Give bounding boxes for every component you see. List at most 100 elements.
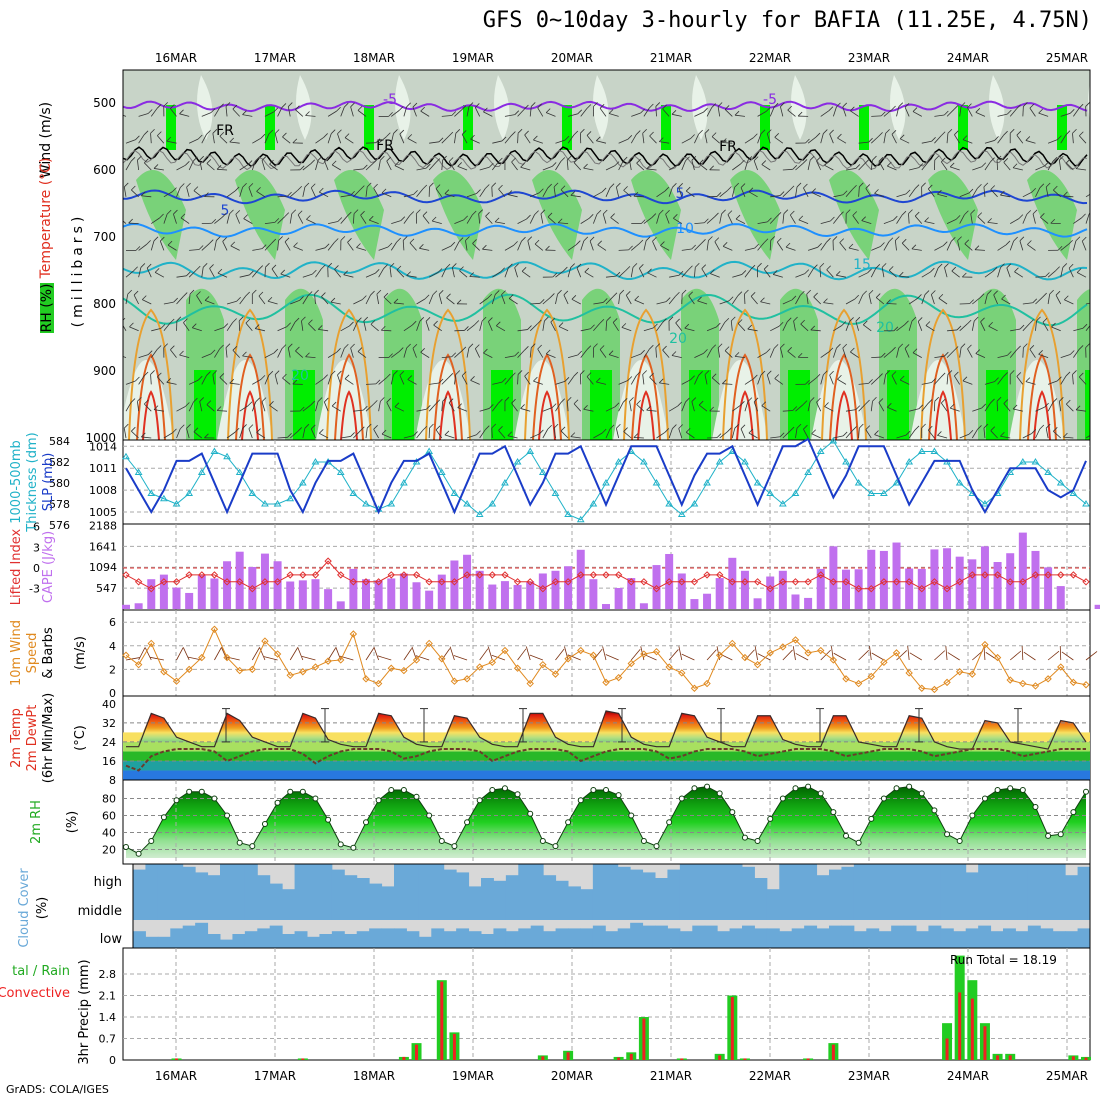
rh-marker [704, 783, 711, 790]
cloud-bar-middle [182, 892, 196, 920]
wind-barb-flag [1050, 218, 1056, 224]
wind-barb-flag [865, 158, 870, 164]
wind-barb-flag [586, 131, 592, 136]
wind-barb [441, 401, 444, 412]
li-marker [741, 578, 749, 586]
cloud-bar-middle [555, 892, 569, 920]
li-marker [349, 578, 358, 586]
wind-barb [795, 404, 804, 412]
precip-total-label: tal / Rain [12, 964, 70, 979]
cloud-bar-low [605, 931, 619, 948]
rh-saturated-column [689, 370, 711, 440]
cloud-bar-high [269, 883, 283, 892]
cape-bar [652, 565, 661, 609]
cloud-bar-high [294, 864, 308, 892]
wind-barb [813, 296, 822, 305]
wind-barb-flag [658, 378, 664, 384]
wind-barb [277, 240, 280, 251]
wind-barb-flag [772, 270, 778, 275]
wind-barb [302, 295, 309, 305]
wind-barb [571, 298, 581, 305]
wind-barb [483, 111, 493, 117]
wind-barb-flag [416, 209, 421, 214]
wind-barb [269, 404, 278, 412]
wind-barb-flag [476, 430, 481, 436]
wind-barb [870, 377, 879, 385]
wind-barb [131, 430, 139, 439]
wind-barb [214, 240, 217, 251]
wind-barb-flag [872, 396, 877, 402]
wind-barb [787, 350, 796, 358]
wind-barb [163, 322, 171, 332]
wind-barb-flag [157, 131, 162, 136]
wind-barb [1016, 376, 1024, 385]
rh-marker [918, 790, 925, 797]
wind-barb [769, 107, 775, 117]
wind-barb [264, 242, 273, 251]
wind-barb-flag [905, 189, 911, 195]
wind-barb-flag [470, 376, 475, 381]
wind-barb [836, 274, 847, 278]
top-date-label: 22MAR [749, 51, 791, 65]
wind-barb [631, 243, 640, 251]
wind-barb [560, 430, 569, 439]
chart-title: GFS 0~10day 3-hourly for BAFIA (11.25E, … [482, 8, 1092, 33]
wind-barb-flag [850, 106, 855, 112]
wind-barb [517, 241, 522, 251]
wind-barb-flag [1025, 136, 1031, 141]
wind-barb [769, 216, 778, 224]
wind-barb [852, 215, 859, 224]
wind-barb [274, 133, 278, 144]
precip-conv-bar [629, 1053, 633, 1060]
cape-bar [804, 597, 813, 609]
wind-barb-flag [608, 350, 614, 355]
isotherm-35 [439, 390, 457, 440]
rh-marker [325, 816, 332, 823]
wind-barb-flag [753, 133, 758, 139]
wind-barb [451, 267, 455, 278]
wind-barb [378, 268, 384, 278]
wind-barb [1085, 213, 1090, 224]
wind-barb [605, 275, 616, 278]
wind-barb-flag [1007, 109, 1012, 115]
wind-barb [1072, 374, 1074, 385]
wind-barb [785, 246, 796, 251]
cape-bar [412, 582, 421, 609]
wind-barb [386, 160, 392, 171]
wind-barb-flag [826, 265, 831, 271]
li-marker [147, 584, 155, 593]
wind-barb-flag [409, 211, 415, 216]
wind-barb-flag [551, 403, 557, 408]
cloud-panel [132, 863, 1091, 949]
li-marker [134, 578, 143, 586]
cloud-bar-high [133, 869, 146, 892]
wind10-marker [261, 637, 269, 645]
wind-barb [163, 191, 173, 198]
wind-barb-flag [281, 344, 287, 349]
thickness-marker [778, 500, 787, 507]
wind10-barb [934, 650, 946, 661]
wind10-marker [930, 685, 939, 694]
wind-barb-flag [614, 402, 620, 408]
wind-barb [770, 325, 780, 332]
wind-barb-flag [157, 372, 162, 378]
li-marker [1019, 578, 1027, 586]
wind-barb-flag [141, 432, 146, 438]
wind-barb [819, 267, 822, 278]
wind-barb-flag [297, 210, 303, 216]
thickness-marker [715, 458, 724, 465]
li-marker [690, 578, 699, 586]
wind-barb-flag [880, 242, 885, 247]
wind-barb-flag [962, 272, 967, 278]
wind-barb-flag [398, 347, 404, 352]
wind-barb [479, 429, 486, 439]
wind-barb [883, 350, 892, 358]
wind-barb [176, 406, 186, 412]
wind-barb [212, 133, 215, 144]
li-marker [475, 571, 484, 579]
wind-barb [959, 214, 965, 224]
wind-barb [871, 356, 882, 358]
wind-barb [546, 112, 556, 117]
wind-barb-flag [183, 318, 188, 323]
wind-barb [842, 106, 847, 117]
